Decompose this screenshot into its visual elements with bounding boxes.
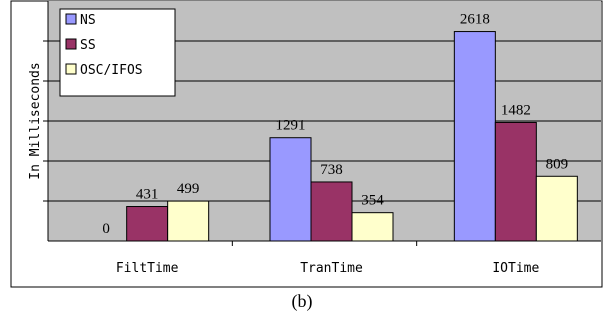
bar-osc-ifos-iotime	[535, 175, 578, 242]
legend-swatch	[65, 63, 77, 75]
value-label: 0	[102, 221, 110, 237]
value-label: 354	[361, 193, 384, 209]
legend-swatch	[65, 38, 77, 50]
value-label: 431	[136, 187, 159, 203]
x-tick-label: IOTime	[492, 261, 539, 276]
legend-label: SS	[80, 38, 96, 53]
data-labels: 0 431 499 1291 738 354 2618 1482 809	[102, 12, 568, 237]
bar-ss-filttime	[126, 206, 169, 242]
bar-ns-iotime	[453, 31, 496, 242]
bar-ss-trantime	[310, 181, 353, 242]
legend-swatch	[65, 13, 77, 25]
bars	[126, 31, 578, 242]
bar-osc-ifos-trantime	[351, 212, 394, 242]
x-tick-labels: FiltTime TranTime IOTime	[116, 261, 540, 276]
value-label: 2618	[460, 12, 490, 28]
legend-box	[59, 8, 176, 97]
x-tick-label: FiltTime	[116, 261, 179, 276]
value-label: 499	[177, 181, 200, 197]
value-label: 1291	[276, 118, 306, 134]
y-axis-label: In Milliseconds	[28, 62, 43, 179]
value-label: 738	[320, 162, 343, 178]
bar-ss-iotime	[494, 121, 537, 242]
value-label: 1482	[501, 102, 531, 118]
legend: NS SS OSC/IFOS	[59, 8, 176, 97]
legend-label: OSC/IFOS	[80, 63, 143, 78]
figure-caption: (b)	[292, 291, 313, 312]
x-tick-label: TranTime	[300, 261, 363, 276]
value-label: 809	[546, 156, 569, 172]
bar-osc-ifos-filttime	[167, 200, 210, 242]
bar-ns-trantime	[269, 137, 312, 242]
legend-label: NS	[80, 13, 96, 28]
